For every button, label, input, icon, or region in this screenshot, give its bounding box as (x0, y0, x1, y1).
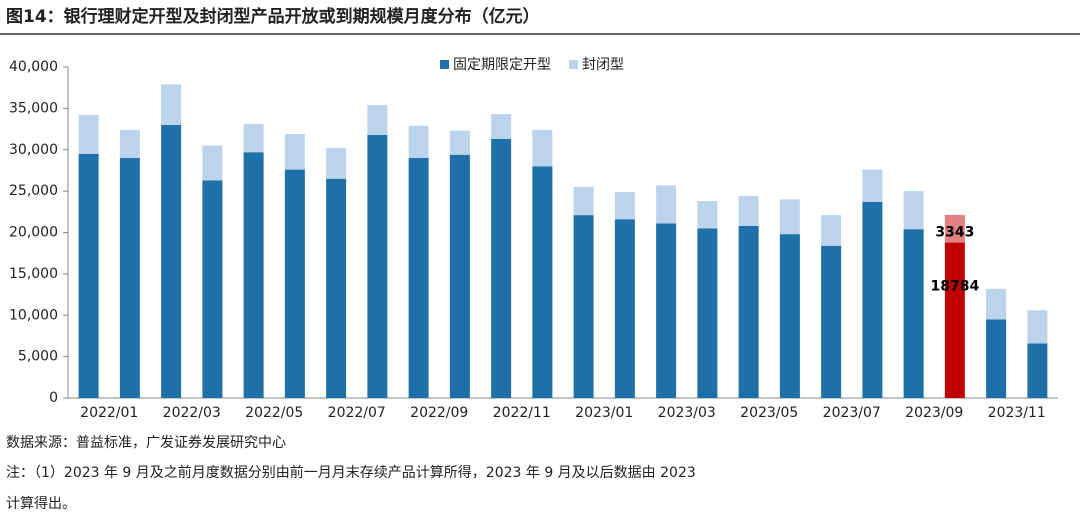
bar-segment (326, 178, 347, 398)
bar-segment (1027, 310, 1048, 344)
x-tick-label: 2023/11 (988, 405, 1046, 421)
x-tick-label: 2022/03 (163, 405, 221, 421)
bar-segment (779, 234, 800, 398)
y-tick-label: 30,000 (9, 142, 58, 158)
note: 注：（1）2023 年 9 月及之前月度数据分别由前一月月末存续产品计算所得，2… (6, 464, 696, 481)
x-tick-label: 2022/01 (80, 405, 138, 421)
data-label: 3343 (935, 225, 974, 241)
bar-segment (986, 288, 1007, 320)
bar-segment (202, 180, 223, 398)
bar-segment (779, 199, 800, 235)
bar-segment (243, 152, 264, 398)
bar-segment (161, 124, 182, 399)
y-tick-label: 40,000 (9, 59, 58, 75)
y-tick-label: 35,000 (9, 100, 58, 116)
bar-segment (408, 158, 429, 398)
bar-segment (986, 319, 1007, 398)
x-tick-label: 2023/07 (823, 405, 881, 421)
bar-segment (78, 153, 99, 398)
bar-segment (903, 229, 924, 398)
legend-swatch (440, 60, 449, 69)
bar-segment (284, 134, 305, 170)
bar-segment (614, 191, 635, 220)
bar-segment (944, 214, 965, 243)
bar-segment (449, 154, 470, 398)
y-tick-label: 25,000 (9, 183, 58, 199)
bar-segment (656, 223, 677, 398)
x-tick-label: 2022/09 (410, 405, 468, 421)
bar-segment (284, 169, 305, 398)
bar-segment (1027, 343, 1048, 398)
y-tick-label: 20,000 (9, 225, 58, 241)
bar-segment (573, 215, 594, 398)
bar-segment (78, 114, 99, 154)
bar-segment (656, 185, 677, 224)
x-tick-label: 2022/05 (245, 405, 303, 421)
x-tick-label: 2023/09 (905, 405, 963, 421)
bar-segment (161, 84, 182, 125)
bar-segment (367, 134, 388, 399)
bar-segment (532, 129, 553, 167)
bar-segment (532, 166, 553, 398)
bar-segment (243, 124, 264, 153)
bar-segment (119, 158, 140, 398)
x-tick-label: 2023/01 (575, 405, 633, 421)
legend-swatch (569, 60, 578, 69)
bar-segment (738, 225, 759, 398)
bar-segment (821, 245, 842, 398)
bar-segment (614, 219, 635, 398)
bar-segment (862, 201, 883, 398)
bar-segment (697, 228, 718, 398)
bar-segment (573, 186, 594, 216)
x-tick-label: 2023/03 (658, 405, 716, 421)
bar-segment (491, 138, 512, 398)
bar-segment (449, 130, 470, 155)
note: 计算得出。 (6, 495, 76, 512)
bar-segment (862, 169, 883, 202)
data-label: 18784 (931, 279, 980, 295)
y-tick-label: 0 (49, 390, 58, 406)
chart-title: 图14：银行理财定开型及封闭型产品开放或到期规模月度分布（亿元） (6, 6, 540, 27)
y-tick-label: 15,000 (9, 266, 58, 282)
bar-segment (367, 105, 388, 135)
bar-segment (408, 125, 429, 159)
y-tick-label: 5,000 (18, 349, 58, 365)
bar-segment (738, 196, 759, 226)
bar-segment (944, 242, 965, 398)
bar-segment (903, 191, 924, 230)
y-tick-label: 10,000 (9, 307, 58, 323)
bar-segment (202, 145, 223, 181)
bar-segment (326, 148, 347, 179)
bar-segment (119, 129, 140, 159)
bar-segment (821, 215, 842, 246)
bar-segment (697, 201, 718, 229)
source: 数据来源：普益标准，广发证券发展研究中心 (6, 435, 286, 451)
x-tick-label: 2022/11 (493, 405, 551, 421)
x-tick-label: 2022/07 (328, 405, 386, 421)
bar-segment (491, 114, 512, 139)
legend-label: 封闭型 (582, 57, 624, 73)
x-tick-label: 2023/05 (740, 405, 798, 421)
legend-label: 固定期限定开型 (453, 57, 551, 73)
